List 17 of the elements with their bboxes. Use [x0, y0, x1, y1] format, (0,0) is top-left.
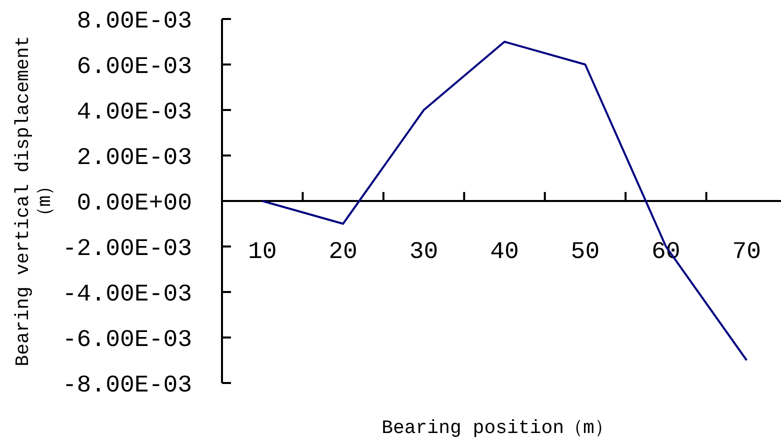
x-tick-label: 40 — [490, 239, 519, 266]
y-tick-label: -4.00E-03 — [62, 281, 192, 308]
y-tick-label: 4.00E-03 — [76, 99, 192, 126]
x-tick-label: 10 — [248, 239, 277, 266]
x-tick-label: 50 — [570, 239, 600, 266]
y-tick-label: 0.00E+00 — [76, 190, 192, 218]
y-tick-label: -6.00E-03 — [62, 326, 192, 354]
y-axis-title: Bearing vertical displacement（m） — [12, 36, 56, 366]
y-tick-label: -2.00E-03 — [62, 236, 192, 263]
y-tick-label: -8.00E-03 — [62, 372, 192, 400]
y-tick-label: 6.00E-03 — [76, 54, 192, 81]
x-tick-label: 20 — [328, 239, 358, 266]
x-axis-title: Bearing position（m） — [382, 417, 614, 439]
x-tick-label: 70 — [732, 239, 762, 266]
y-tick-label: 2.00E-03 — [76, 144, 192, 172]
x-tick-label: 30 — [409, 239, 438, 266]
y-tick-label: 8.00E-03 — [76, 8, 192, 36]
